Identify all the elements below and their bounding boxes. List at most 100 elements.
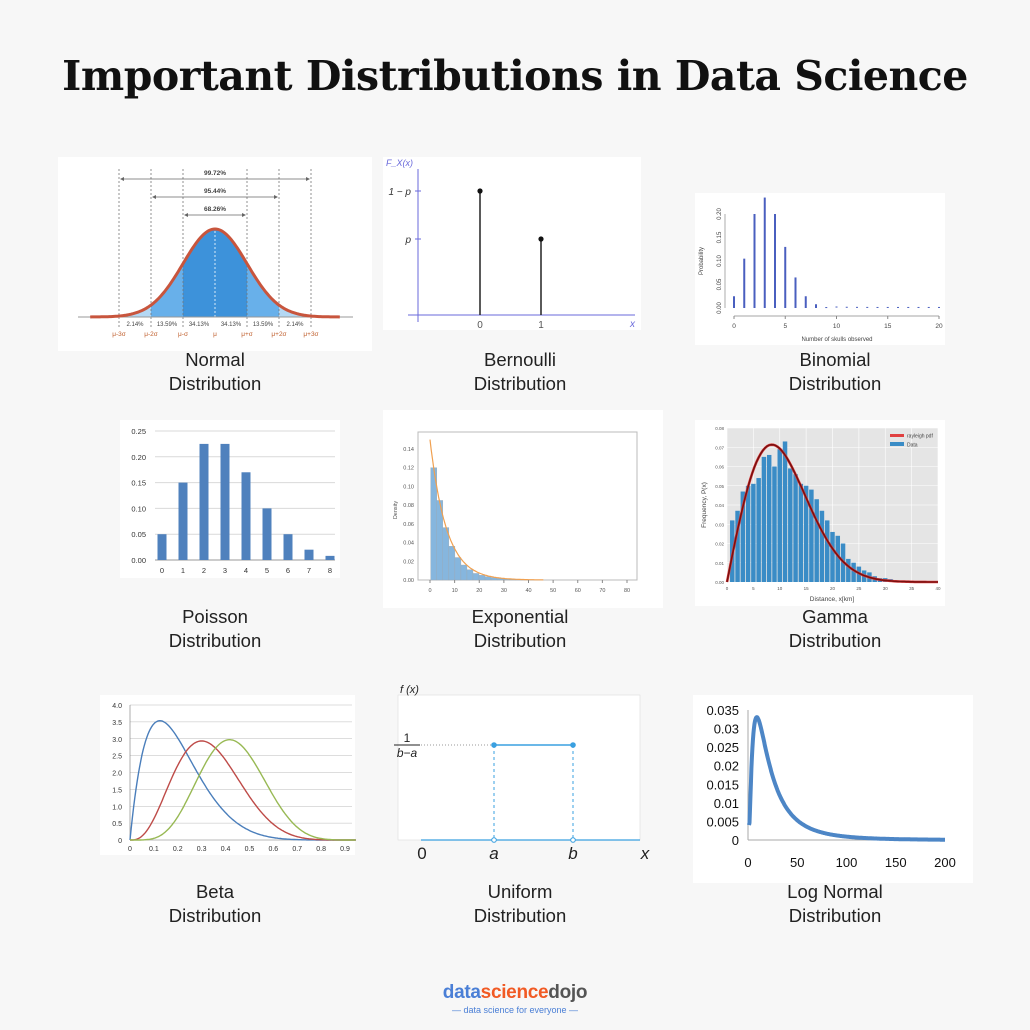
y-tick-label: 3.5 <box>112 720 122 727</box>
y-tick-label: 2.0 <box>112 771 122 778</box>
x-tick-label: 15 <box>804 586 810 591</box>
y-tick-label: p <box>404 235 411 246</box>
x-tick-label: a <box>489 844 498 863</box>
caption-line: Exponential <box>471 606 569 627</box>
histogram-bar <box>819 510 825 582</box>
endpoint-open <box>491 837 497 843</box>
binomial-bar <box>815 304 817 308</box>
sigma-tick-label: μ <box>213 331 217 338</box>
histogram-bar <box>745 485 751 582</box>
x-axis-label: x <box>640 844 650 863</box>
x-tick-label: 0.3 <box>197 846 207 853</box>
caption-line: Normal <box>185 349 245 370</box>
y-tick-label: 0.02 <box>715 542 724 547</box>
histogram-bar <box>766 454 772 582</box>
y-axis-label: f (x) <box>400 684 419 696</box>
y-tick-label: 0 <box>118 838 122 845</box>
caption-line: Distribution <box>473 630 567 651</box>
legend-label: rayleigh pdf <box>907 434 933 440</box>
y-tick-label: 0.10 <box>403 484 414 490</box>
histogram-bar <box>788 468 793 582</box>
binomial-bar <box>753 214 756 308</box>
histogram-bar <box>777 449 782 582</box>
caption-beta: Beta Distribution <box>85 880 345 928</box>
caption-line: Uniform <box>487 881 553 902</box>
x-tick-label: 1 <box>181 566 185 575</box>
endpoint-closed <box>570 742 576 748</box>
x-tick-label: 1 <box>538 320 544 331</box>
y-tick-label: 0.10 <box>717 255 723 267</box>
y-tick-label: 0.05 <box>715 484 724 489</box>
endpoint-open <box>570 837 576 843</box>
histogram-bar <box>772 466 777 582</box>
x-tick-label: 40 <box>525 588 531 594</box>
y-tick-label: 0.025 <box>706 740 739 755</box>
chart-bernoulli: 1 − p 0 p 1 F_X(x) x <box>383 157 641 331</box>
gamma-chart-svg: 0 5 10 15 20 25 30 35 40 0.00 0.01 0.02 0.03 0.04 0.05… <box>701 426 941 603</box>
x-tick-label: 0.2 <box>173 846 183 853</box>
binomial-bar <box>856 306 858 308</box>
sigma-tick-label: μ+2σ <box>271 331 286 338</box>
binomial-bar <box>897 306 899 308</box>
caption-line: Distribution <box>788 630 882 651</box>
caption-exponential: Exponential Distribution <box>390 605 650 653</box>
y-tick-label: 0.005 <box>706 814 739 829</box>
y-tick-label: 0.05 <box>131 530 146 539</box>
poisson-bar <box>262 508 272 560</box>
histogram-bar <box>782 441 788 582</box>
x-tick-label: 0.6 <box>268 846 278 853</box>
caption-line: Gamma <box>802 606 868 627</box>
histogram-bar <box>793 474 798 582</box>
y-tick-label: 0.03 <box>715 522 724 527</box>
x-tick-label: 40 <box>935 586 941 591</box>
beta-curve-3 <box>130 739 356 841</box>
x-tick-label: 70 <box>599 588 605 594</box>
binomial-bar <box>743 258 746 308</box>
y-tick-label: 0.10 <box>131 504 146 513</box>
x-tick-label: 0 <box>160 566 164 575</box>
exponential-chart-svg: 0 10 20 30 40 50 60 70 80 0.00 0.02 0.04 0.06 0.08 0.1… <box>393 431 638 594</box>
x-tick-label: 10 <box>452 588 458 594</box>
datasciencedojo-logo: datasciencedojo — data science for every… <box>415 982 615 1015</box>
y-tick-label: 0.04 <box>715 503 724 508</box>
y-tick-label: 4.0 <box>112 703 122 710</box>
y-tick-label: 1 − p <box>388 187 411 198</box>
x-tick-label: 15 <box>884 323 892 330</box>
x-tick-label: 200 <box>934 855 956 870</box>
histogram-bar <box>814 499 819 582</box>
y-tick-label: 0.01 <box>714 796 739 811</box>
histogram-bar <box>830 531 835 582</box>
histogram-bar <box>846 558 851 582</box>
sigma-tick-label: μ-σ <box>178 331 188 338</box>
y-tick-label: 0.07 <box>715 445 724 450</box>
logo-wordmark: datasciencedojo <box>415 982 615 1004</box>
sigma-tick-label: μ+3σ <box>303 331 318 338</box>
interval-label: 68.26% <box>204 206 226 213</box>
chart-log-normal: 0 0.005 0.01 0.015 0.02 0.025 0.03 0.035 0 50 100 1… <box>693 695 973 883</box>
x-tick-label: 5 <box>265 566 269 575</box>
x-tick-label: 0 <box>744 855 751 870</box>
normal-region-area <box>119 305 151 317</box>
x-tick-label: 0 <box>732 323 736 330</box>
region-percent-label: 2.14% <box>126 322 144 328</box>
histogram-bar <box>442 527 450 581</box>
chart-normal: 99.72% 95.44% 68.26% 2.14% 13.59% 34.13% 34.13… <box>58 157 372 351</box>
x-tick-label: 4 <box>244 566 248 575</box>
y-tick-label: 0.12 <box>403 466 414 472</box>
caption-line: Distribution <box>473 373 567 394</box>
x-tick-label: 7 <box>307 566 311 575</box>
binomial-bar <box>917 306 920 308</box>
poisson-bar <box>178 482 188 560</box>
y-axis-label: F_X(x) <box>386 158 413 168</box>
x-tick-label: 0.7 <box>292 846 302 853</box>
caption-line: Distribution <box>473 905 567 926</box>
x-tick-label: 50 <box>790 855 804 870</box>
y-axis-label: Probability <box>699 247 705 275</box>
pmf-point <box>477 188 483 194</box>
region-percent-label: 34.13% <box>189 322 210 328</box>
x-tick-label: 30 <box>501 588 507 594</box>
caption-binomial: Binomial Distribution <box>705 348 965 396</box>
caption-line: Beta <box>195 881 235 902</box>
caption-normal: Normal Distribution <box>85 348 345 396</box>
histogram-bar <box>756 478 761 582</box>
